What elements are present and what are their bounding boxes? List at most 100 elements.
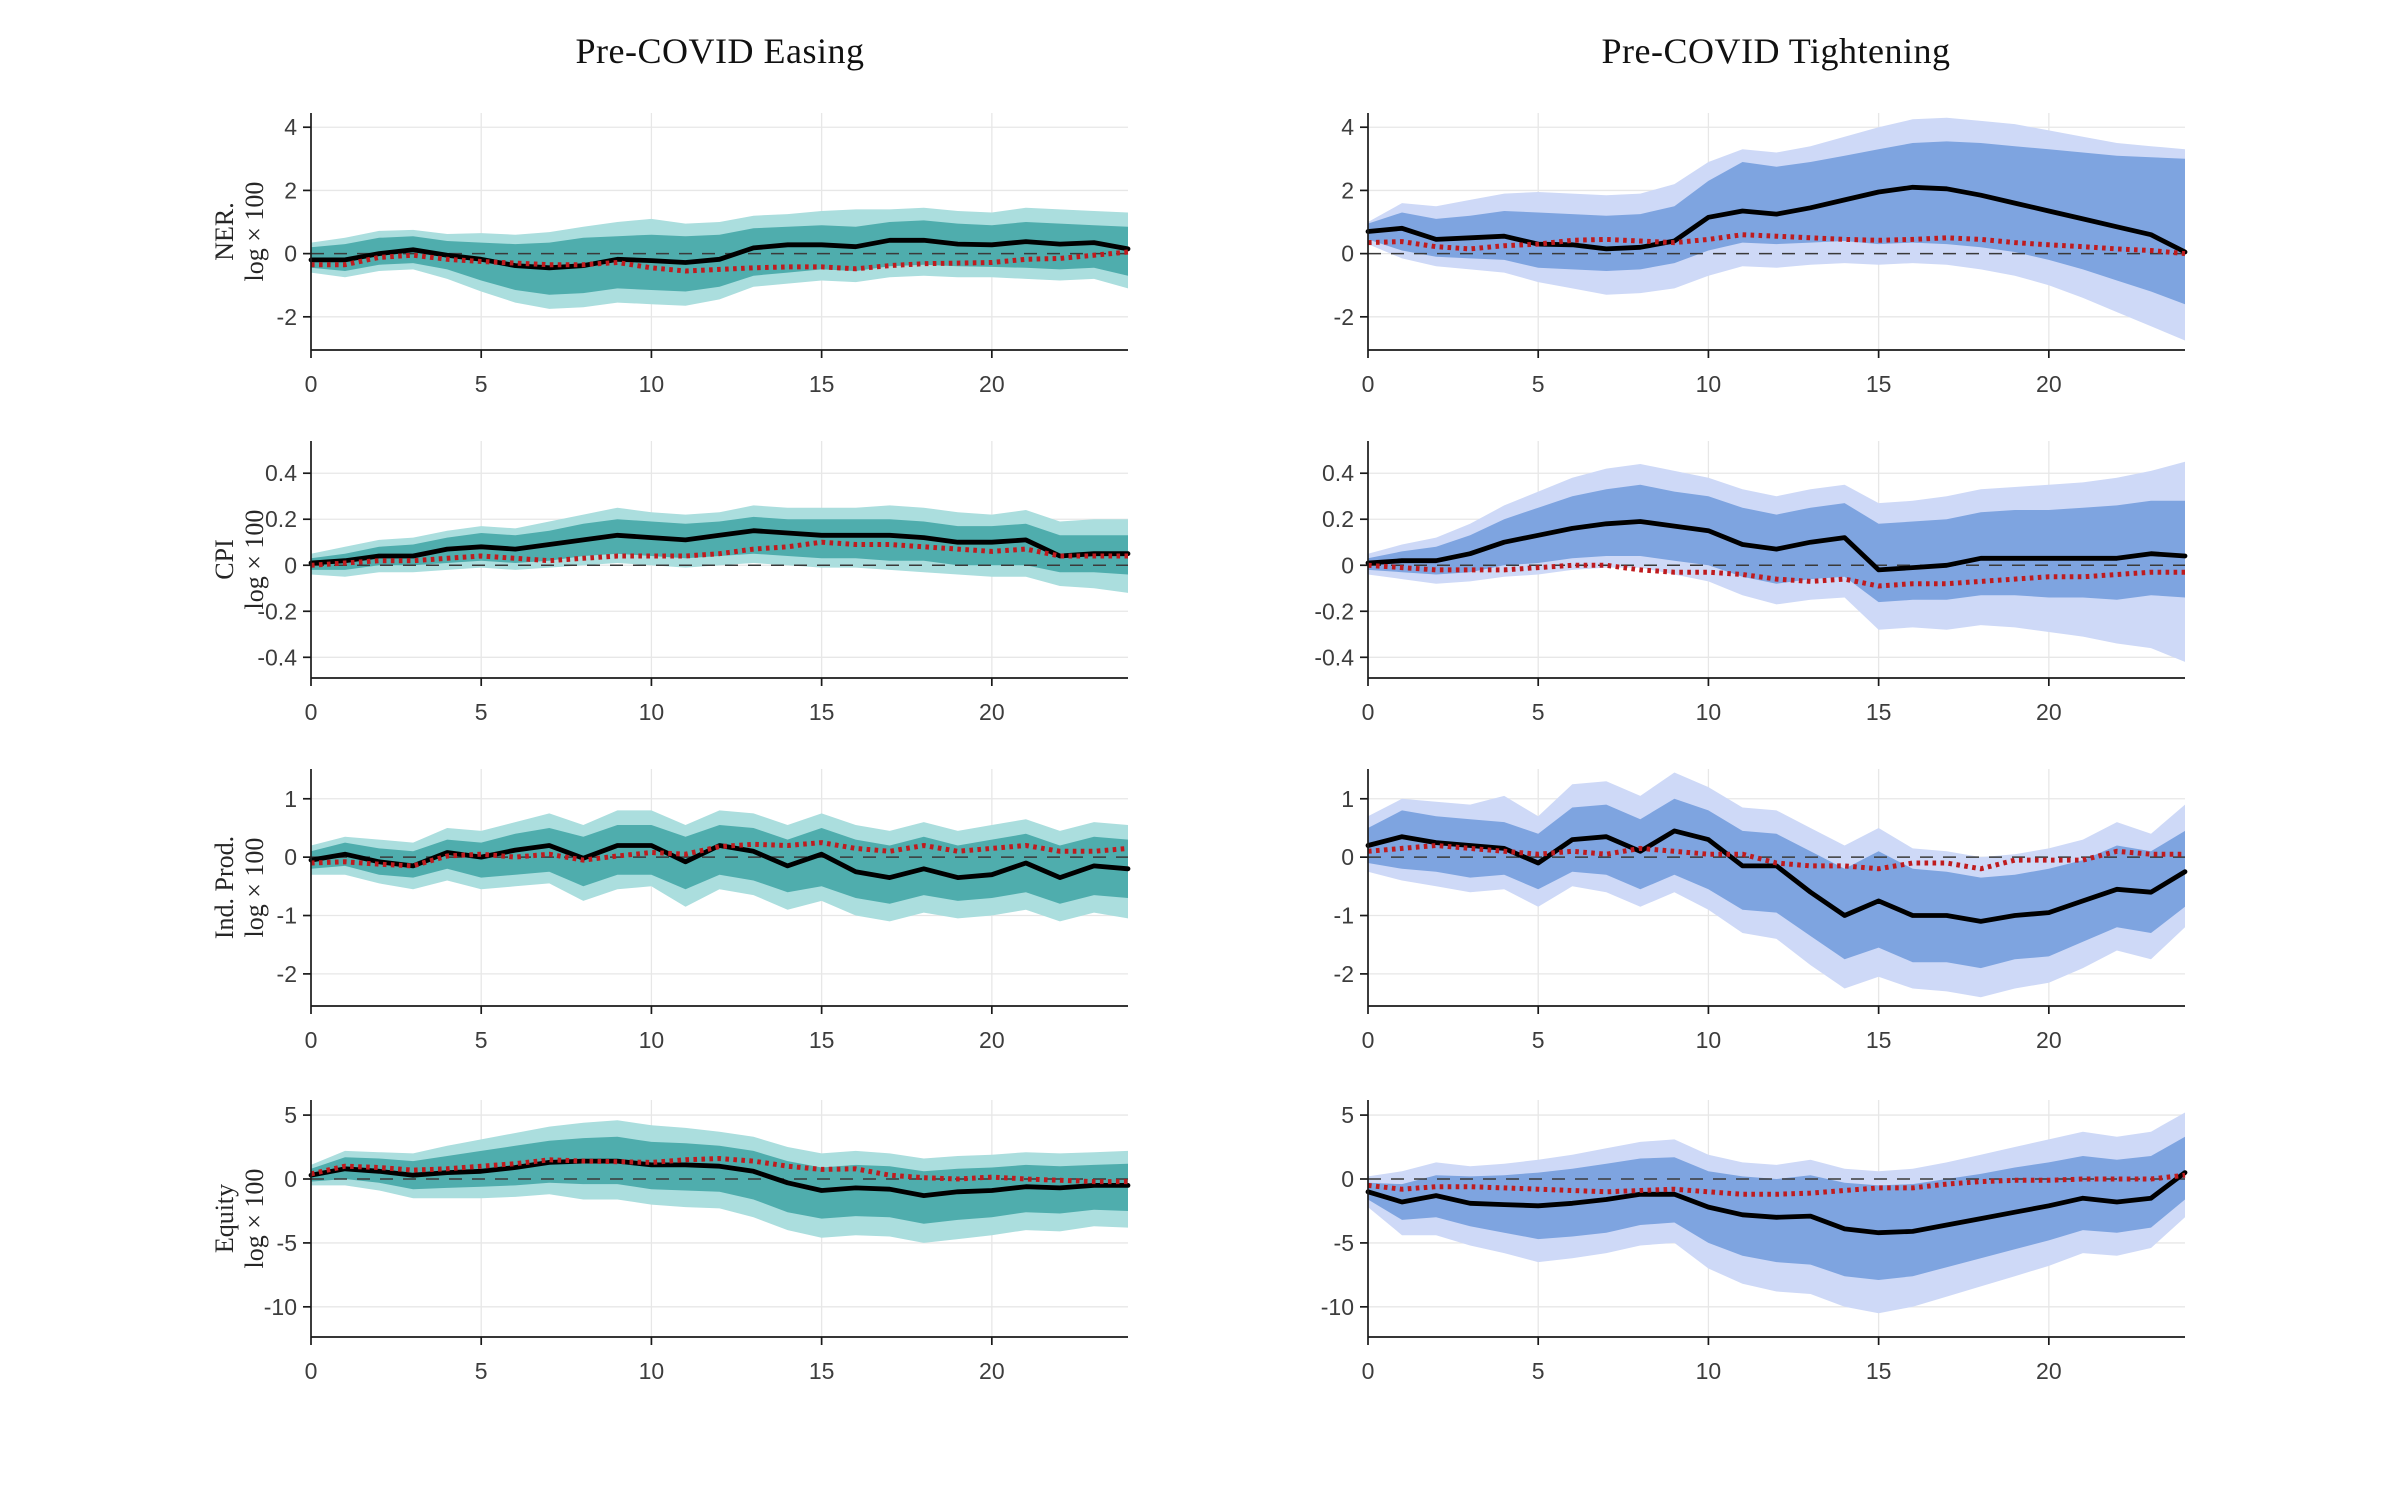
x-tick-label: 15: [809, 699, 835, 725]
y-axis-label-units: log × 100: [240, 182, 269, 282]
median-line: [1365, 519, 2188, 573]
y-axis-label-units: log × 100: [240, 510, 269, 610]
y-axis-label-variable: Ind. Prod.: [210, 836, 239, 939]
x-tick-label: 15: [1866, 1027, 1892, 1053]
x-tick-label: 10: [1696, 699, 1722, 725]
chart-svg: 0 5 10 15 20 0.4 0.2 0 -0.2 -0.4: [1314, 441, 2188, 725]
panel-equity-easing: 0 5 10 15 20 5 0 -5 -10 Equity log × 100: [141, 1055, 1141, 1400]
y-tick-label: -2: [277, 961, 297, 987]
chart-svg: 0 5 10 15 20 5 0 -5 -10: [1321, 1100, 2188, 1384]
inner-credible-band: [311, 516, 1128, 575]
counterfactual-line: [1367, 232, 2186, 257]
x-tick-label: 15: [1866, 1358, 1892, 1384]
x-tick-label: 5: [475, 1358, 488, 1384]
x-tick-label: 10: [639, 371, 665, 397]
y-tick-label: 4: [1341, 114, 1354, 140]
x-tick-label: 15: [809, 1027, 835, 1053]
counterfactual-line: [310, 539, 1128, 568]
median-line: [308, 237, 1131, 271]
x-tick-label: 10: [1696, 1027, 1722, 1053]
y-tick-label: -10: [264, 1294, 297, 1320]
x-tick-label: 0: [305, 1358, 318, 1384]
x-tick-label: 20: [2036, 1027, 2062, 1053]
x-tick-label: 15: [1866, 371, 1892, 397]
y-tick-label: 1: [284, 786, 297, 812]
y-tick-label: -5: [277, 1230, 297, 1256]
y-tick-label: -10: [1321, 1294, 1354, 1320]
x-tick-label: 0: [305, 371, 318, 397]
x-tick-label: 0: [1362, 699, 1375, 725]
y-tick-label: 0.2: [1322, 506, 1354, 532]
y-axis-label-variable: NER.: [210, 202, 239, 261]
counterfactual-line: [310, 1156, 1128, 1185]
counterfactual-line: [311, 249, 1129, 274]
y-tick-label: 0: [1341, 552, 1354, 578]
y-tick-label: -0.4: [257, 644, 297, 670]
inner-credible-band: [311, 1136, 1128, 1224]
y-tick-label: 0.4: [265, 460, 297, 486]
y-tick-label: 2: [284, 177, 297, 203]
y-axis-label-units: log × 100: [240, 838, 269, 938]
x-tick-label: 20: [2036, 1358, 2062, 1384]
panel-ner-tightening: 0 5 10 15 20 4 2 0 -2: [1198, 68, 2198, 413]
x-tick-label: 20: [2036, 699, 2062, 725]
counterfactual-line: [1367, 1172, 2186, 1197]
panel-equity-tightening: 0 5 10 15 20 5 0 -5 -10: [1198, 1055, 2198, 1400]
y-tick-label: -1: [277, 903, 297, 929]
x-tick-label: 10: [639, 699, 665, 725]
panel-cpi-easing: 0 5 10 15 20 0.4 0.2 0 -0.2 -0.4 CPI log × 100: [141, 396, 1141, 741]
x-tick-label: 10: [639, 1358, 665, 1384]
x-tick-label: 5: [475, 699, 488, 725]
y-tick-label: 0: [1341, 1166, 1354, 1192]
y-tick-label: -0.4: [1314, 644, 1354, 670]
y-axis-label-variable: CPI: [210, 539, 239, 579]
y-tick-label: 0: [1341, 241, 1354, 267]
x-tick-label: 10: [639, 1027, 665, 1053]
y-tick-label: 0: [1341, 844, 1354, 870]
counterfactual-line: [310, 840, 1129, 869]
column-title-tightening: Pre-COVID Tightening: [1601, 31, 1951, 71]
median-line: [1365, 1170, 2188, 1236]
x-tick-label: 10: [1696, 1358, 1722, 1384]
x-tick-label: 5: [1532, 699, 1545, 725]
y-tick-label: 4: [284, 114, 297, 140]
chart-svg: 0 5 10 15 20 0.4 0.2 0 -0.2 -0.4 CPI log × 100: [210, 441, 1131, 725]
y-tick-label: -1: [1334, 903, 1354, 929]
y-tick-label: 2: [1341, 177, 1354, 203]
x-tick-label: 15: [809, 371, 835, 397]
chart-svg: 0 5 10 15 20 5 0 -5 -10 Equity log × 100: [210, 1100, 1131, 1384]
y-tick-label: -0.2: [257, 598, 297, 624]
y-tick-label: -2: [1334, 961, 1354, 987]
x-tick-label: 5: [1532, 371, 1545, 397]
inner-credible-band: [1368, 484, 2185, 603]
panel-cpi-tightening: 0 5 10 15 20 0.4 0.2 0 -0.2 -0.4: [1198, 396, 2198, 741]
median-line: [308, 528, 1131, 566]
x-tick-label: 5: [475, 371, 488, 397]
x-tick-label: 20: [979, 1358, 1005, 1384]
median-line: [1365, 828, 2188, 924]
x-tick-label: 5: [1532, 1027, 1545, 1053]
y-tick-label: -2: [1334, 304, 1354, 330]
y-tick-label: 0.2: [265, 506, 297, 532]
x-tick-label: 20: [979, 371, 1005, 397]
x-tick-label: 0: [305, 1027, 318, 1053]
y-axis-label-variable: Equity: [210, 1184, 239, 1253]
panel-indprod-tightening: 0 5 10 15 20 1 0 -1 -2: [1198, 724, 2198, 1069]
y-tick-label: -0.2: [1314, 598, 1354, 624]
x-tick-label: 0: [1362, 371, 1375, 397]
y-tick-label: 0: [284, 552, 297, 578]
x-tick-label: 20: [2036, 371, 2062, 397]
x-tick-label: 20: [979, 1027, 1005, 1053]
x-tick-label: 10: [1696, 371, 1722, 397]
x-tick-label: 15: [809, 1358, 835, 1384]
x-tick-label: 0: [1362, 1027, 1375, 1053]
median-line: [308, 1158, 1131, 1199]
x-tick-label: 5: [475, 1027, 488, 1053]
y-tick-label: 5: [284, 1102, 297, 1128]
y-tick-label: 1: [1341, 786, 1354, 812]
y-tick-label: 5: [1341, 1102, 1354, 1128]
x-tick-label: 0: [1362, 1358, 1375, 1384]
column-title-easing: Pre-COVID Easing: [575, 31, 865, 71]
